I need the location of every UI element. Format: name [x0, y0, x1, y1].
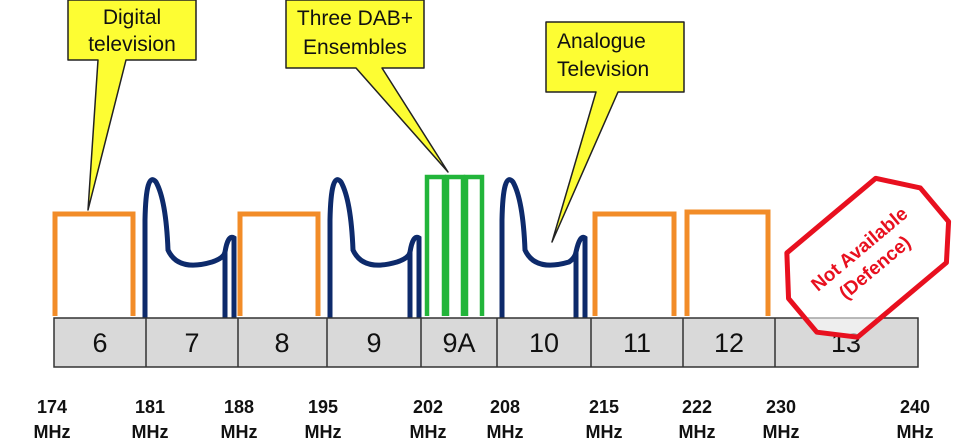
channel-label: 6 — [92, 328, 107, 358]
channel-label: 10 — [529, 328, 559, 358]
freq-value: 174 — [37, 397, 67, 417]
digital-signal-ch11 — [592, 211, 677, 316]
callout-analogue-line-1: Analogue — [557, 30, 646, 53]
callout-digital-line-2: television — [88, 33, 176, 56]
frequency-axis: 174 MHz 181 MHz 188 MHz 195 MHz 202 MHz … — [34, 397, 934, 442]
analogue-tv-signals — [142, 177, 588, 321]
channel-label: 8 — [274, 328, 289, 358]
channel-label: 9A — [442, 328, 475, 358]
dab-ensemble-3 — [463, 174, 485, 316]
freq-unit: MHz — [410, 422, 447, 442]
callout-analogue-tv: Analogue Television — [545, 21, 685, 243]
freq-unit: MHz — [34, 422, 71, 442]
channel-bar: 6 7 8 9 9A 10 11 12 13 — [53, 317, 919, 368]
digital-signal-ch6 — [52, 211, 136, 316]
freq-unit: MHz — [763, 422, 800, 442]
digital-signal-ch8 — [237, 211, 321, 316]
callout-arrow-dab — [285, 0, 449, 173]
channel-label: 12 — [714, 328, 744, 358]
not-available-stamp: Not Available (Defence) — [784, 175, 952, 340]
freq-value: 202 — [413, 397, 443, 417]
channel-label: 11 — [623, 328, 651, 358]
freq-unit: MHz — [679, 422, 716, 442]
freq-value: 215 — [589, 397, 619, 417]
dab-ensembles — [424, 174, 485, 316]
callout-analogue-line-2: Television — [557, 58, 649, 81]
freq-value: 222 — [682, 397, 712, 417]
callout-digital-tv: Digital television — [67, 0, 197, 211]
freq-value: 188 — [224, 397, 254, 417]
channel-label: 9 — [366, 328, 381, 358]
freq-unit: MHz — [132, 422, 169, 442]
callout-digital-line-1: Digital — [103, 6, 161, 29]
freq-value: 208 — [490, 397, 520, 417]
freq-unit: MHz — [586, 422, 623, 442]
callout-dab-line-2: Ensembles — [303, 36, 407, 59]
freq-unit: MHz — [305, 422, 342, 442]
analogue-signal-ch7 — [142, 177, 237, 321]
digital-signal-ch12 — [684, 209, 771, 316]
callout-arrow-digital — [67, 0, 197, 211]
freq-unit: MHz — [221, 422, 258, 442]
analogue-signal-ch9 — [327, 177, 422, 321]
digital-tv-signals — [52, 209, 771, 316]
callout-arrow-analogue — [545, 21, 685, 243]
callout-dab: Three DAB+ Ensembles — [285, 0, 449, 173]
freq-value: 181 — [135, 397, 165, 417]
freq-value: 230 — [766, 397, 796, 417]
dab-ensemble-1 — [424, 174, 447, 316]
freq-unit: MHz — [897, 422, 934, 442]
callout-dab-line-1: Three DAB+ — [297, 7, 413, 30]
channel-label: 7 — [184, 328, 199, 358]
dab-ensemble-2 — [444, 174, 466, 316]
freq-unit: MHz — [487, 422, 524, 442]
analogue-signal-ch10 — [499, 177, 588, 321]
freq-value: 240 — [900, 397, 930, 417]
freq-value: 195 — [308, 397, 338, 417]
